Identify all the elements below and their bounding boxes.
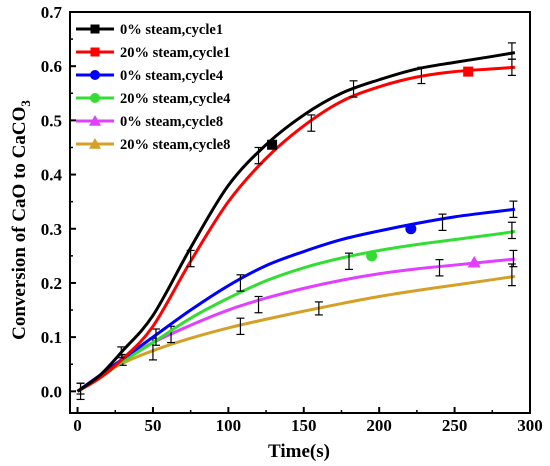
data-marker [267,139,278,150]
y-axis-label-main: Conversion of CaO to CaCO [9,107,30,340]
series-line [76,229,516,393]
data-marker [463,66,474,77]
legend-label: 0% steam,cycle4 [120,68,223,84]
legend-label: 20% steam,cycle8 [120,137,230,153]
series-line [76,65,516,393]
x-tick-label: 100 [216,416,242,435]
x-tick-label: 0 [73,416,82,435]
x-axis-label: Time(s) [268,441,330,462]
x-tick-label: 150 [291,416,317,435]
legend-label: 0% steam,cycle8 [120,114,223,130]
y-tick-label: 0.7 [41,3,63,22]
legend-item-2: 20% steam,cycle1 [76,45,230,61]
series-6 [76,263,516,395]
legend-item-4: 20% steam,cycle4 [76,91,230,107]
y-axis-label: Conversion of CaO to CaCO3 [9,100,33,340]
series-line [76,274,516,393]
series-1 [76,42,516,401]
legend-swatch-marker [89,115,101,126]
data-marker [467,255,481,268]
y-tick-label: 0.4 [41,166,63,185]
y-axis-label-subscript: 3 [18,100,33,107]
legend-item-5: 0% steam,cycle8 [76,114,223,130]
legend-swatch-marker [90,47,100,57]
legend-item-6: 20% steam,cycle8 [76,137,230,153]
y-tick-label: 0.2 [41,274,62,293]
legend: 0% steam,cycle1 20% steam,cycle1 0% steam,… [76,22,230,153]
y-tick-label: 0.3 [41,220,62,239]
axes-layer: 0 50 100 150 200 250 300 0.0 0.1 0.2 0.3 0.4 0.5 0.6 0… [41,3,543,435]
legend-item-3: 0% steam,cycle4 [76,68,223,84]
legend-swatch-marker [90,70,100,80]
x-tick-label: 50 [144,416,161,435]
legend-label: 20% steam,cycle1 [120,45,230,61]
series-line [76,51,516,393]
plot-frame [69,11,531,414]
legend-swatch-marker [90,24,100,34]
data-marker [405,223,417,235]
x-tick-label: 200 [366,416,392,435]
y-tick-label: 0.0 [41,382,62,401]
legend-label: 20% steam,cycle4 [120,91,230,107]
y-tick-label: 0.1 [41,328,62,347]
x-tick-label: 250 [442,416,468,435]
y-tick-label: 0.5 [41,111,62,130]
legend-label: 0% steam,cycle1 [120,22,223,38]
legend-swatch-marker [90,93,100,103]
y-tick-label: 0.6 [41,57,62,76]
legend-item-1: 0% steam,cycle1 [76,22,223,38]
legend-swatch-marker [89,138,101,149]
data-marker [366,250,378,262]
series-4 [76,221,516,393]
series-layer [76,42,518,401]
x-tick-label: 300 [517,416,543,435]
